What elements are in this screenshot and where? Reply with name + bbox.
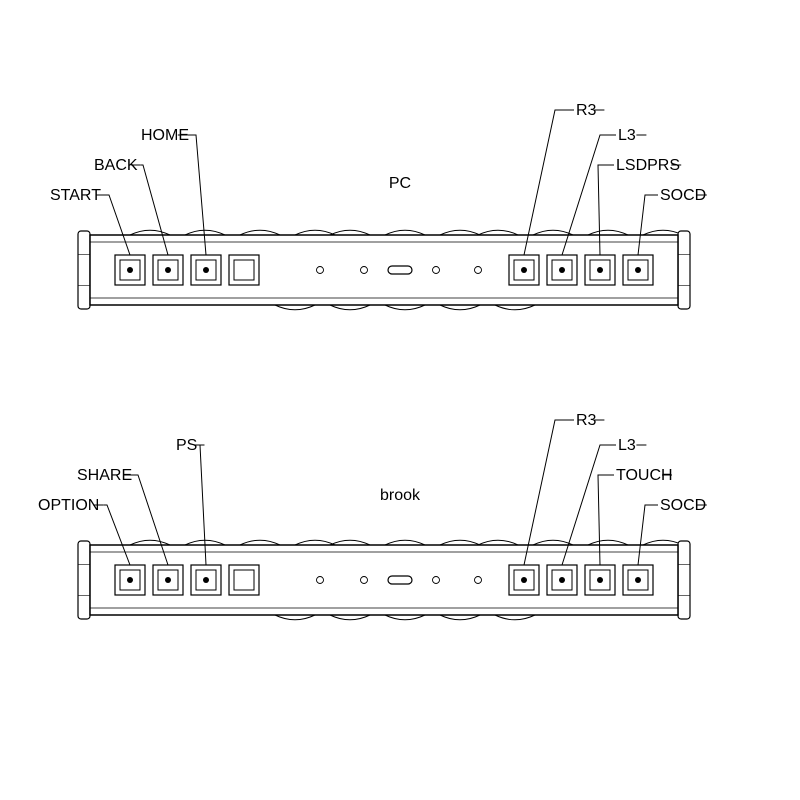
label-r3: R3: [576, 102, 597, 119]
label-ps: PS: [176, 437, 197, 454]
panel-title: PC: [389, 175, 411, 192]
label-l3: L3: [618, 127, 636, 144]
panel-title: brook: [380, 487, 421, 504]
leader-line: [524, 110, 574, 255]
label-lsdprs: LSDPRS: [616, 157, 680, 174]
label-option: OPTION: [38, 497, 99, 514]
label-r3: R3: [576, 412, 597, 429]
leader-line: [524, 420, 574, 565]
label-l3: L3: [618, 437, 636, 454]
label-start: START: [50, 187, 101, 204]
